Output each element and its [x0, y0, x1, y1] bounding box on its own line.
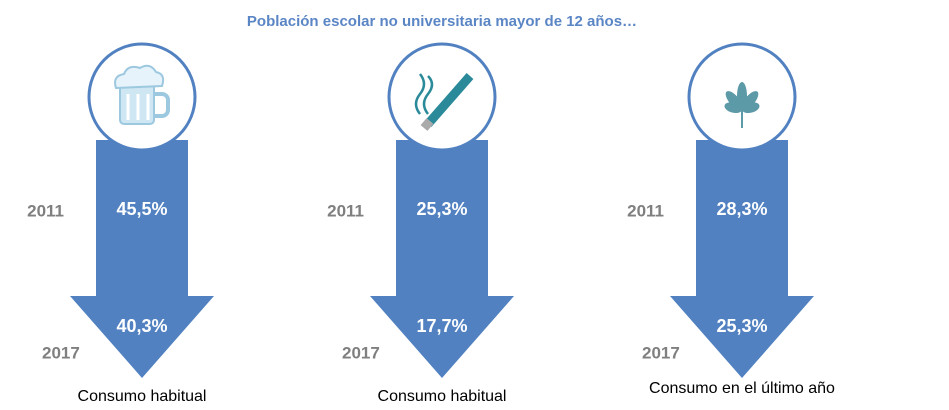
- icon: [414, 73, 474, 131]
- year-end: 2017: [342, 343, 380, 362]
- icon-smoke: [414, 73, 426, 115]
- value-start: 28,3%: [716, 199, 767, 219]
- icon-leaflet: [724, 102, 743, 114]
- arrow: [70, 140, 214, 378]
- icon: [724, 82, 760, 128]
- panel: 2011 25,3% 2017 17,7% Consumo habitual: [327, 42, 514, 405]
- caption: Consumo en el último año: [649, 380, 835, 397]
- icon-smoke: [422, 75, 434, 115]
- title: Población escolar no universitaria mayor…: [247, 13, 637, 30]
- year-start: 2011: [27, 201, 64, 220]
- year-end: 2017: [42, 343, 80, 362]
- caption: Consumo habitual: [378, 388, 507, 405]
- panel: 2011 45,5% 2017 40,3% Consumo habitual: [27, 42, 214, 405]
- panels: 2011 45,5% 2017 40,3% Consumo habitual 2011 25…: [27, 42, 835, 405]
- icon-circle: [387, 42, 497, 152]
- value-start: 25,3%: [416, 199, 467, 219]
- value-end: 25,3%: [716, 316, 767, 336]
- value-end: 17,7%: [416, 316, 467, 336]
- icon-foam: [114, 64, 165, 90]
- icon-handle: [154, 92, 170, 118]
- icon-filter: [420, 118, 434, 131]
- year-start: 2011: [327, 201, 364, 220]
- value-start: 45,5%: [116, 199, 167, 219]
- caption: Consumo habitual: [78, 388, 207, 405]
- value-end: 40,3%: [116, 316, 167, 336]
- year-end: 2017: [642, 343, 680, 362]
- icon: [114, 64, 170, 125]
- year-start: 2011: [627, 201, 664, 220]
- icon-leaflet: [741, 102, 760, 114]
- arrow: [670, 140, 814, 378]
- arrow: [370, 140, 514, 378]
- icon-cigarette: [424, 73, 474, 127]
- panel: 2011 28,3% 2017 25,3% Consumo en el último a…: [627, 42, 835, 397]
